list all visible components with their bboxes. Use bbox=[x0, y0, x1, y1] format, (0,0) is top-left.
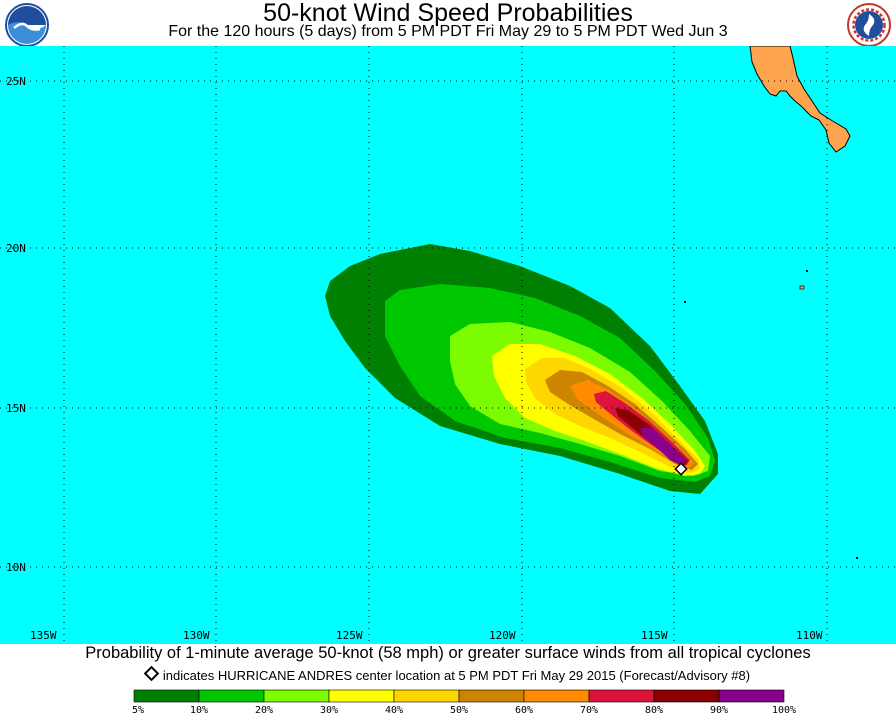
legend-label: 30% bbox=[320, 705, 338, 716]
legend-swatch bbox=[588, 689, 655, 703]
legend-label: 70% bbox=[580, 705, 598, 716]
legend-label: 100% bbox=[772, 705, 796, 716]
legend-label: 20% bbox=[255, 705, 273, 716]
legend-swatch bbox=[458, 689, 525, 703]
storm-center-marker bbox=[674, 462, 688, 476]
lat-label-20n: 20N bbox=[6, 242, 26, 255]
legend-swatch bbox=[718, 689, 785, 703]
lon-label-130w: 130W bbox=[183, 629, 210, 642]
legend-swatch bbox=[328, 689, 395, 703]
legend-swatch bbox=[133, 689, 200, 703]
legend-label: 80% bbox=[645, 705, 663, 716]
advisory-text: indicates HURRICANE ANDRES center locati… bbox=[162, 668, 751, 683]
lon-label-110w: 110W bbox=[796, 629, 823, 642]
island bbox=[799, 285, 805, 290]
legend-swatch bbox=[523, 689, 590, 703]
noaa-logo bbox=[5, 3, 49, 47]
probability-map: 25N 20N 15N 10N 135W 130W 125W 120W 115W… bbox=[0, 46, 896, 644]
probability-legend: 5% 10% 20% 30% 40% 50% 60% 70% 80% 90% 100% bbox=[132, 689, 796, 716]
legend-swatch bbox=[393, 689, 460, 703]
storm-center-diamond-icon bbox=[143, 665, 160, 682]
lat-label-10n: 10N bbox=[6, 561, 26, 574]
map-subtitle: For the 120 hours (5 days) from 5 PM PDT… bbox=[168, 23, 728, 40]
lon-label-115w: 115W bbox=[641, 629, 668, 642]
lon-label-120w: 120W bbox=[489, 629, 516, 642]
map-title: 50-knot Wind Speed Probabilities bbox=[263, 0, 633, 27]
contour-90pct bbox=[640, 428, 686, 466]
legend-label: 10% bbox=[190, 705, 208, 716]
island bbox=[684, 301, 686, 303]
map-caption: Probability of 1-minute average 50-knot … bbox=[85, 644, 811, 662]
baja-california-land bbox=[749, 46, 851, 153]
nws-logo bbox=[847, 3, 891, 47]
legend-label: 50% bbox=[450, 705, 468, 716]
legend-swatch bbox=[198, 689, 265, 703]
legend-label: 60% bbox=[515, 705, 533, 716]
legend-label: 90% bbox=[710, 705, 728, 716]
lon-label-125w: 125W bbox=[336, 629, 363, 642]
lat-label-25n: 25N bbox=[6, 75, 26, 88]
lon-label-135w: 135W bbox=[30, 629, 57, 642]
legend-label: 5% bbox=[132, 705, 144, 716]
legend-label: 40% bbox=[385, 705, 403, 716]
advisory-note: indicates HURRICANE ANDRES center locati… bbox=[0, 665, 896, 683]
lat-lon-grid bbox=[0, 46, 896, 644]
legend-swatch bbox=[653, 689, 720, 703]
island bbox=[806, 270, 808, 272]
island bbox=[856, 557, 858, 559]
lat-label-15n: 15N bbox=[6, 402, 26, 415]
legend-swatch bbox=[263, 689, 330, 703]
